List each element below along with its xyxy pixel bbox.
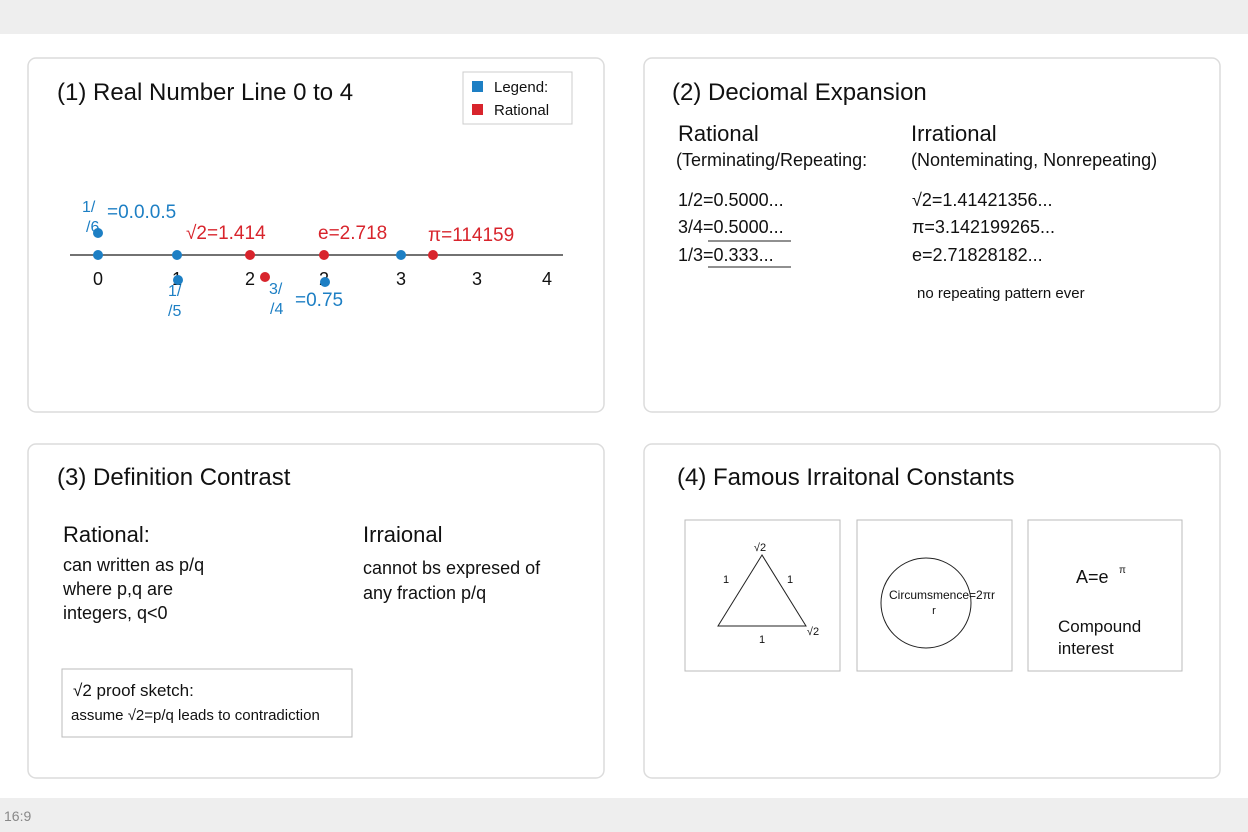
point-label: 1/ [168,283,182,300]
legend-label: Legend: [494,79,548,96]
point-label: /5 [168,303,181,320]
proof-text: assume √2=p/q leads to contradiction [71,707,320,724]
definition-line: where p,q are [62,579,173,599]
constant-card [1027,519,1183,672]
panel-title: (1) Real Number Line 0 to 4 [57,79,353,106]
circle-radius: r [932,605,936,617]
point [428,250,438,260]
tick-label: 3 [396,269,406,289]
point-label: /6 [86,219,99,236]
legend-label: Rational [494,102,549,119]
expansion: e=2.71828182... [912,245,1043,265]
point [396,250,406,260]
column-heading: Rational [678,121,759,146]
circle-formula: Circumsmence=2πr [889,588,995,602]
top-bar [0,0,1248,34]
point-label: e=2.718 [318,223,387,244]
legend [462,71,573,125]
formula-exponent: π [1119,565,1126,576]
tick-label: 4 [542,269,552,289]
point-label: =0.0.0.5 [107,202,176,223]
expansion: 1/3=0.333... [678,245,774,265]
definition-line: integers, q<0 [63,603,168,623]
tick-label: 0 [93,269,103,289]
caption: interest [1058,639,1114,658]
point-label: 1/ [82,199,96,216]
formula-base: A=e [1076,567,1109,587]
point-label: √2=1.414 [186,223,266,244]
proof-heading: √2 proof sketch: [73,681,194,700]
column-heading: Irrational [911,121,997,146]
tick-label: 3 [472,269,482,289]
panel-title: (2) Deciomal Expansion [672,79,927,106]
point-label: π=114159 [428,225,514,246]
expansion: π=3.142199265... [912,217,1055,237]
triangle-label: √2 [754,542,766,554]
point [173,275,183,285]
expansion: √2=1.41421356... [912,190,1053,210]
point-label: /4 [270,301,283,318]
point [93,228,103,238]
triangle-label: √2 [807,626,819,638]
point-label: =0.75 [295,290,343,311]
caption: Compound [1058,617,1141,636]
points [93,228,438,287]
point [93,250,103,260]
column-heading: Rational: [63,522,150,547]
tick-label: 2 [245,269,255,289]
panel-title: (3) Definition Contrast [57,464,291,491]
bottom-bar [0,798,1248,832]
point [172,250,182,260]
panel-title: (4) Famous Irraitonal Constants [677,464,1014,491]
triangle-label: 1 [759,634,765,646]
expansion: 1/2=0.5000... [678,190,784,210]
legend-swatch [472,104,483,115]
column-subheading: (Nonteminating, Nonrepeating) [911,150,1157,170]
expansion: 3/4=0.5000... [678,217,784,237]
panel [643,57,1221,413]
aspect-label: 16:9 [4,808,31,824]
panel [27,57,605,413]
triangle-label: 1 [723,574,729,586]
legend-swatch [472,81,483,92]
triangle-label: 1 [787,574,793,586]
point [319,250,329,260]
point [245,250,255,260]
point [260,272,270,282]
note: no repeating pattern ever [917,285,1085,302]
circle [880,557,972,649]
constant-card [684,519,841,672]
proof-box [61,668,353,738]
definition-line: any fraction p/q [363,583,486,603]
point [320,277,330,287]
constant-card [856,519,1013,672]
triangle [717,554,807,627]
point-label: 3/ [269,281,283,298]
definition-line: can written as p/q [63,555,204,575]
column-subheading: (Terminating/Repeating: [676,150,867,170]
column-heading: Irraional [363,522,442,547]
definition-line: cannot bs expresed of [363,558,541,578]
